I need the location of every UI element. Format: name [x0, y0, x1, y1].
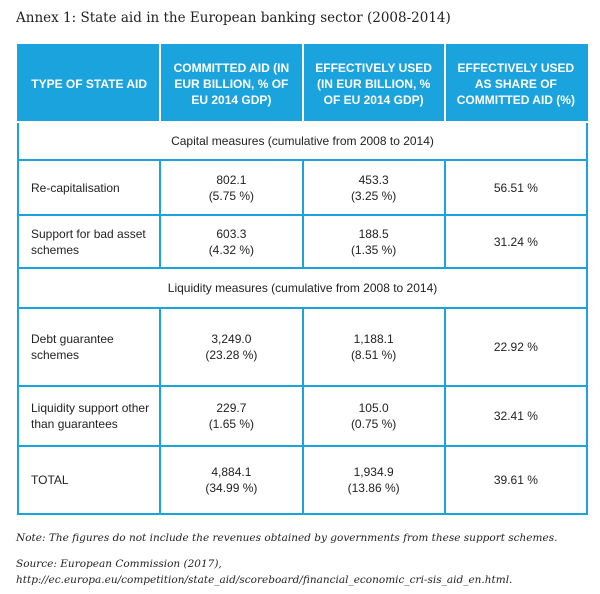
header-type: TYPE OF STATE AID	[16, 44, 162, 123]
row-label: Support for bad asset schemes	[16, 214, 162, 269]
committed-cell: 3,249.0 (23.28 %)	[159, 307, 304, 387]
table-source: Source: European Commission (2017), http…	[16, 558, 513, 586]
committed-cell: 603.3 (4.32 %)	[159, 214, 304, 269]
table-row: Debt guarantee schemes 3,249.0 (23.28 %) …	[16, 307, 589, 387]
share-cell: 56.51 %	[443, 159, 589, 216]
table-title: Annex 1: State aid in the European banki…	[16, 10, 451, 26]
table-row: Re-capitalisation 802.1 (5.75 %) 453.3 (3.…	[16, 159, 589, 216]
row-label: TOTAL	[16, 445, 162, 515]
used-cell: 105.0 (0.75 %)	[301, 385, 446, 447]
state-aid-table: TYPE OF STATE AID COMMITTED AID (IN EUR …	[16, 44, 589, 515]
share-cell: 32.41 %	[443, 385, 589, 447]
used-cell: 1,188.1 (8.51 %)	[301, 307, 446, 387]
used-cell: 1,934.9 (13.86 %)	[301, 445, 446, 515]
share-cell: 39.61 %	[443, 445, 589, 515]
used-cell: 453.3 (3.25 %)	[301, 159, 446, 216]
used-cell: 188.5 (1.35 %)	[301, 214, 446, 269]
table-row: Support for bad asset schemes 603.3 (4.32…	[16, 214, 589, 269]
share-cell: 31.24 %	[443, 214, 589, 269]
header-used: EFFECTIVELY USED (IN EUR BILLION, % OF E…	[301, 44, 446, 123]
row-label: Liquidity support other than guarantees	[16, 385, 162, 447]
committed-cell: 229.7 (1.65 %)	[159, 385, 304, 447]
header-row: TYPE OF STATE AID COMMITTED AID (IN EUR …	[16, 44, 589, 123]
row-label: Re-capitalisation	[16, 159, 162, 216]
table-note: Note: The figures do not include the rev…	[16, 532, 558, 544]
header-share: EFFECTIVELY USED AS SHARE OF COMMITTED A…	[443, 44, 589, 123]
committed-cell: 802.1 (5.75 %)	[159, 159, 304, 216]
table-row-total: TOTAL 4,884.1 (34.99 %) 1,934.9 (13.86 %) …	[16, 445, 589, 515]
row-label: Debt guarantee schemes	[16, 307, 162, 387]
header-committed: COMMITTED AID (IN EUR BILLION, % OF EU 2…	[159, 44, 304, 123]
share-cell: 22.92 %	[443, 307, 589, 387]
section-capital: Capital measures (cumulative from 2008 t…	[17, 121, 588, 161]
committed-cell: 4,884.1 (34.99 %)	[159, 445, 304, 515]
section-liquidity: Liquidity measures (cumulative from 2008…	[17, 267, 588, 309]
table-row: Liquidity support other than guarantees …	[16, 385, 589, 447]
